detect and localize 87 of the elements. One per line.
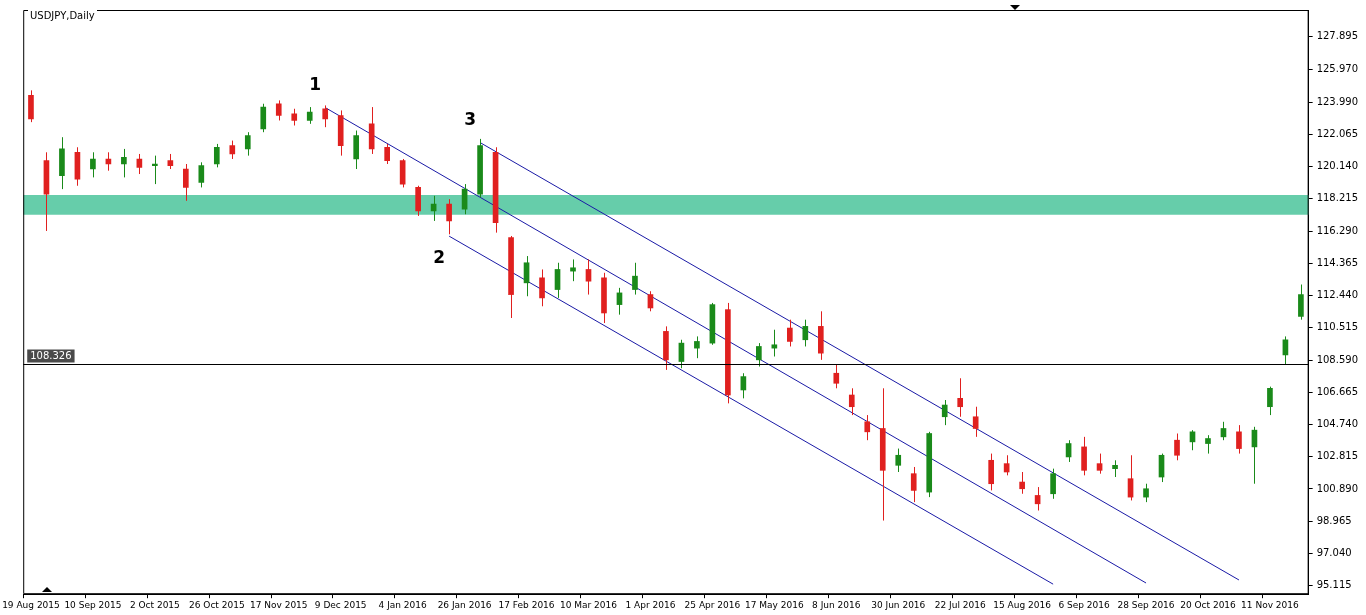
x-tick-label: 28 Sep 2016 [1117, 599, 1175, 610]
candlestick [1205, 434, 1211, 455]
candlestick [554, 262, 561, 299]
candlestick [848, 387, 855, 416]
candlestick [275, 99, 282, 121]
candlestick [787, 319, 793, 347]
y-tick-label: 112.440 [1316, 289, 1359, 301]
y-tick-label: 108.590 [1316, 353, 1359, 365]
candlestick [322, 104, 329, 128]
candlestick [910, 466, 917, 503]
x-tick-label: 19 Aug 2015 [2, 599, 60, 610]
y-tick-label: 127.895 [1316, 30, 1359, 42]
x-tick-label: 22 Jul 2016 [934, 599, 986, 610]
y-tick-label: 110.515 [1316, 321, 1359, 333]
annotation: 1 [309, 74, 322, 95]
candlestick [121, 148, 127, 178]
y-tick-label: 104.740 [1316, 418, 1359, 430]
x-tick-label: 17 Nov 2015 [249, 599, 308, 610]
candlestick [90, 151, 96, 178]
y-tick-label: 106.665 [1316, 385, 1359, 397]
candlestick [1050, 468, 1056, 500]
candlestick [1174, 433, 1180, 461]
x-tick-label: 4 Jan 2016 [378, 599, 428, 610]
x-tick-label: 20 Oct 2016 [1180, 599, 1237, 610]
candlestick [183, 163, 189, 202]
candlestick [461, 183, 468, 215]
candlestick [1282, 335, 1289, 366]
candlestick [198, 161, 205, 188]
candlestick [244, 131, 251, 157]
candlestick [1236, 424, 1242, 455]
y-tick-label: 123.990 [1316, 95, 1359, 107]
x-tick-label: 25 Apr 2016 [684, 599, 741, 610]
x-tick-label: 9 Dec 2015 [314, 599, 367, 610]
x-tick-label: 17 May 2016 [745, 599, 804, 610]
x-tick-label: 10 Sep 2015 [64, 599, 122, 610]
candlestick [957, 377, 964, 418]
candlestick [260, 103, 267, 133]
candlestick [694, 335, 700, 359]
candlestick [864, 414, 871, 441]
x-tick-label: 30 Jun 2016 [871, 599, 926, 610]
candlestick [1143, 483, 1149, 503]
candlestick [539, 268, 545, 307]
x-tick-label: 26 Jan 2016 [437, 599, 492, 610]
candlestick [972, 406, 979, 438]
candlestick [941, 399, 948, 426]
x-tick-label: 1 Apr 2016 [625, 599, 676, 610]
y-tick-label: 122.065 [1316, 128, 1359, 140]
y-tick-label: 125.970 [1316, 62, 1359, 74]
candlestick [1096, 453, 1103, 475]
candlestick [152, 155, 158, 185]
x-tick-label: 8 Jun 2016 [812, 599, 861, 610]
y-tick-label: 118.215 [1316, 192, 1359, 204]
x-tick-label: 2 Oct 2015 [129, 599, 180, 610]
candlestick [632, 262, 638, 296]
y-tick-label: 95.115 [1316, 579, 1352, 591]
candlestick [570, 258, 576, 282]
x-tick-label: 26 Oct 2015 [188, 599, 245, 610]
x-tick-label: 15 Aug 2016 [993, 599, 1052, 610]
candlestick [384, 143, 390, 165]
annotation: 3 [464, 109, 477, 129]
y-tick-label: 116.290 [1316, 224, 1359, 236]
candlestick [802, 319, 809, 347]
candlestick [756, 342, 762, 368]
chart-title: USDJPY,Daily [28, 10, 97, 22]
candlestick [446, 198, 452, 235]
y-tick-label: 120.140 [1316, 160, 1359, 172]
candlestick [229, 140, 236, 160]
y-tick-label: 97.040 [1316, 546, 1352, 558]
candlestick [1298, 284, 1304, 321]
y-tick-label: 100.890 [1316, 482, 1359, 494]
y-tick-label: 114.365 [1316, 256, 1359, 268]
x-tick-label: 11 Nov 2016 [1241, 599, 1300, 610]
candlestick [1189, 429, 1196, 451]
ref-line-label: 108.326 [30, 349, 72, 361]
candlestick [585, 258, 592, 296]
y-tick-label: 98.965 [1316, 514, 1352, 526]
candlestick [523, 255, 530, 297]
x-tick-label: 17 Feb 2016 [498, 599, 555, 610]
annotation: 2 [433, 246, 446, 267]
x-tick-label: 10 Mar 2016 [559, 599, 618, 610]
candlestick [833, 364, 840, 389]
candlestick [1019, 471, 1025, 495]
candlestick [1267, 386, 1273, 416]
candlestick [213, 143, 220, 168]
y-tick-label: 102.815 [1316, 450, 1359, 462]
candlestick [895, 448, 902, 473]
x-tick-label: 6 Sep 2016 [1058, 599, 1111, 610]
